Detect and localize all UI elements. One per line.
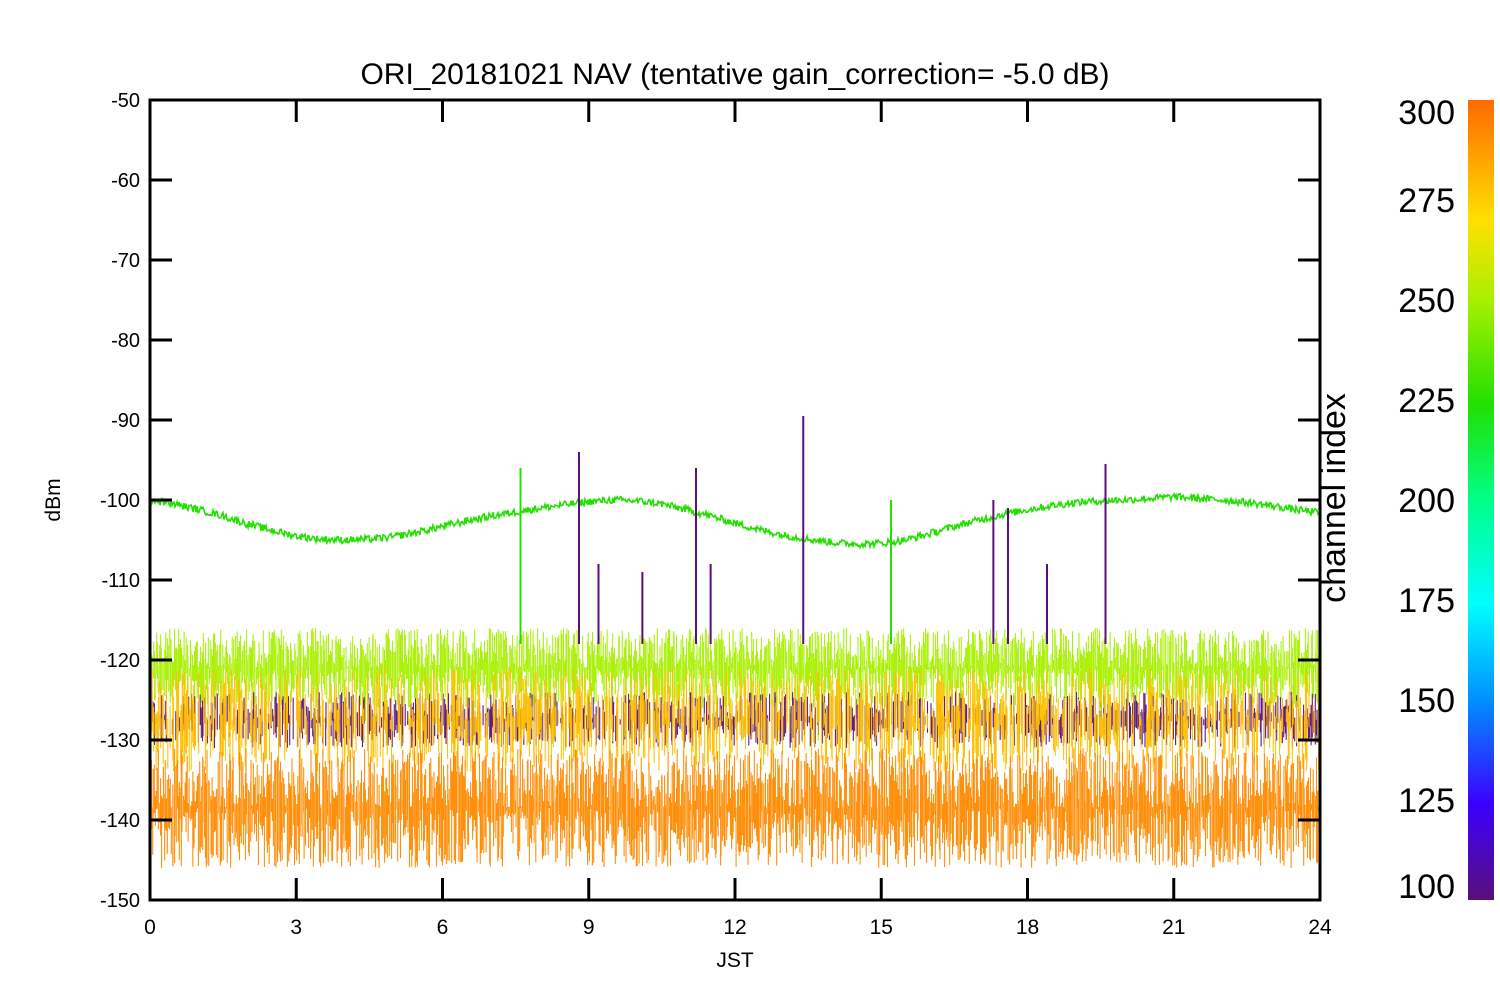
y-tick-label: -150 [100, 890, 140, 912]
x-tick-label: 6 [437, 916, 449, 939]
y-tick-label: -70 [111, 250, 140, 272]
colorbar-tick-label: 250 [1398, 282, 1455, 320]
y-tick-label: -120 [100, 650, 140, 672]
colorbar-label: channel index [1315, 393, 1353, 603]
y-tick-label: -140 [100, 810, 140, 832]
plot-area [150, 416, 1320, 868]
y-tick-label: -50 [111, 90, 140, 112]
x-tick-label: 24 [1308, 916, 1332, 939]
colorbar-tick-label: 200 [1398, 482, 1455, 520]
colorbar-tick-label: 100 [1398, 868, 1455, 906]
chart-title: ORI_20181021 NAV (tentative gain_correct… [360, 58, 1109, 91]
x-tick-label: 9 [583, 916, 595, 939]
noise-band-orange-noise [150, 748, 1320, 868]
colorbar-tick-label: 175 [1398, 582, 1455, 620]
y-tick-label: -80 [111, 330, 140, 352]
y-tick-label: -100 [100, 490, 140, 512]
y-tick-label: -60 [111, 170, 140, 192]
colorbar-tick-label: 150 [1398, 682, 1455, 720]
noise-band-path [150, 748, 1320, 868]
noise-band-amber-noise [151, 668, 1320, 772]
noise-band-path [151, 668, 1320, 772]
axes: 0 3 6 9 12 15 18 21 24 -50 -60 -70 -80 -90 -100 -110 -12… [100, 90, 1332, 939]
colorbar-tick-label: 300 [1398, 94, 1455, 132]
x-tick-label: 18 [1016, 916, 1039, 939]
x-tick-label: 3 [290, 916, 302, 939]
colorbar [1468, 100, 1494, 900]
x-axis-label: JST [716, 949, 754, 972]
series-line-main [150, 491, 1320, 550]
x-tick-label: 0 [144, 916, 156, 939]
x-tick-label: 21 [1162, 916, 1185, 939]
x-tick-label: 12 [723, 916, 746, 939]
colorbar-tick-label: 125 [1398, 782, 1455, 820]
x-tick-label: 15 [870, 916, 893, 939]
y-axis-label: dBm [42, 478, 65, 521]
y-tick-label: -130 [100, 730, 140, 752]
y-tick-label: -110 [101, 570, 140, 592]
colorbar-tick-label: 275 [1398, 182, 1455, 220]
y-tick-label: -90 [111, 410, 140, 432]
colorbar-tick-label: 225 [1398, 382, 1455, 420]
colorbar-ticks: 300 275 250 225 200 175 150 125 100 [1398, 94, 1455, 906]
